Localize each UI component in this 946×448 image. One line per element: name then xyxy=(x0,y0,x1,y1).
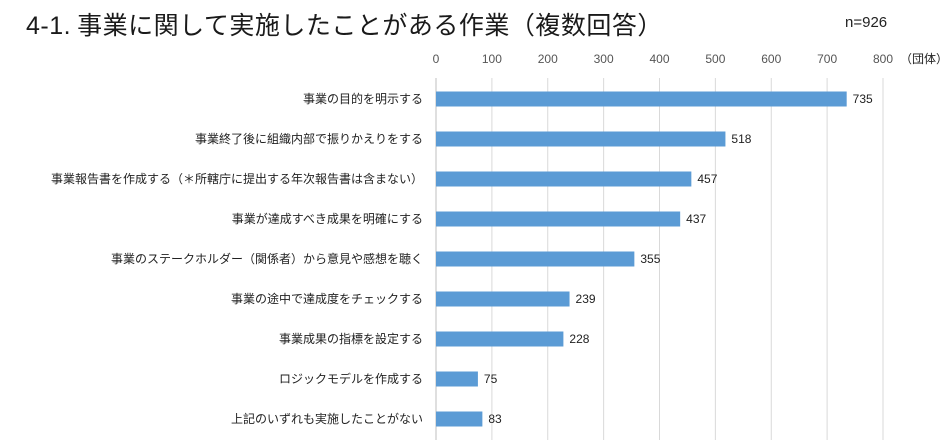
title-text: 事業に関して実施したことがある作業（複数回答） xyxy=(77,11,663,40)
bar xyxy=(436,251,635,267)
x-axis-unit: （団体） xyxy=(900,52,946,66)
category-label: 事業終了後に組織内部で振りかえりをする xyxy=(195,131,423,146)
section-number: 4-1. xyxy=(26,12,72,40)
chart-title: 4-1. 事業に関して実施したことがある作業（複数回答） xyxy=(26,6,663,42)
data-label: 518 xyxy=(731,132,751,146)
data-label: 239 xyxy=(576,292,596,306)
category-label: 事業の目的を明示する xyxy=(303,91,423,106)
x-tick-label: 500 xyxy=(705,52,725,66)
bar xyxy=(436,371,478,387)
sample-size: n=926 xyxy=(845,14,888,31)
category-label: 事業のステークホルダー（関係者）から意見や感想を聴く xyxy=(111,251,423,266)
data-label: 355 xyxy=(640,252,660,266)
category-label: ロジックモデルを作成する xyxy=(279,371,423,386)
category-label: 事業報告書を作成する（＊所轄庁に提出する年次報告書は含まない） xyxy=(51,171,423,186)
data-label: 437 xyxy=(686,212,706,226)
x-tick-label: 100 xyxy=(482,52,502,66)
bar xyxy=(436,211,681,227)
bar xyxy=(436,291,570,307)
data-label: 228 xyxy=(569,332,589,346)
bar xyxy=(436,131,726,147)
x-tick-label: 400 xyxy=(649,52,669,66)
data-label: 457 xyxy=(697,172,717,186)
data-label: 735 xyxy=(853,92,873,106)
x-tick-label: 700 xyxy=(817,52,837,66)
bar xyxy=(436,411,483,427)
category-label: 事業の途中で達成度をチェックする xyxy=(231,291,423,306)
x-tick-label: 200 xyxy=(538,52,558,66)
x-tick-label: 300 xyxy=(594,52,614,66)
data-label: 83 xyxy=(488,412,502,426)
bar xyxy=(436,171,692,187)
x-tick-label: 800 xyxy=(873,52,893,66)
x-tick-label: 0 xyxy=(433,52,440,66)
bar xyxy=(436,91,847,107)
category-label: 事業が達成すべき成果を明確にする xyxy=(232,211,423,226)
data-label: 75 xyxy=(484,372,498,386)
category-label: 事業成果の指標を設定する xyxy=(279,331,423,346)
bar xyxy=(436,331,564,347)
x-tick-label: 600 xyxy=(761,52,781,66)
category-label: 上記のいずれも実施したことがない xyxy=(231,411,423,426)
